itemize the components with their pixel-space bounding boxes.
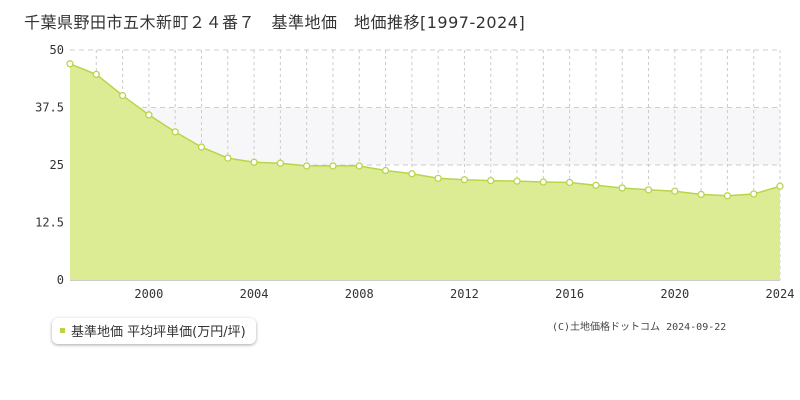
x-tick-label: 2016 <box>555 287 584 301</box>
x-axis-ticks: 2000 2004 2008 2012 2016 2020 2024 <box>134 287 794 301</box>
data-point-2010 <box>408 170 416 178</box>
data-point-1998 <box>92 70 100 79</box>
data-point-1999 <box>118 91 127 100</box>
data-point-2024 <box>776 182 784 190</box>
price-area <box>70 63 780 280</box>
data-point-2021 <box>697 190 705 199</box>
data-point-2014 <box>513 177 521 185</box>
y-tick-label: 25 <box>50 158 64 172</box>
x-tick-label: 2000 <box>134 287 163 301</box>
data-point-2006 <box>303 162 311 170</box>
legend: 基準地価 平均坪単価(万円/坪) <box>52 318 256 344</box>
x-tick-label: 2020 <box>660 287 689 301</box>
x-tick-label: 2024 <box>766 287 795 301</box>
data-point-2001 <box>171 128 179 136</box>
data-point-2016 <box>565 178 574 187</box>
y-tick-label: 50 <box>50 43 64 57</box>
data-point-2023 <box>750 190 758 198</box>
data-point-2011 <box>434 174 442 182</box>
legend-label: 基準地価 平均坪単価(万円/坪) <box>71 325 246 340</box>
data-points <box>66 60 784 200</box>
y-tick-label: 0 <box>57 273 64 287</box>
data-point-1997 <box>66 60 74 68</box>
data-point-2003 <box>224 154 232 162</box>
y-tick-label: 37.5 <box>35 101 64 115</box>
data-point-2009 <box>381 166 390 175</box>
data-point-2005 <box>276 159 285 167</box>
x-tick-label: 2004 <box>240 287 269 301</box>
data-point-2017 <box>592 181 600 189</box>
data-point-2022 <box>723 192 732 200</box>
data-point-2000 <box>145 111 153 119</box>
data-point-2012 <box>460 176 469 184</box>
chart-title: 千葉県野田市五木新町２４番７ 基準地価 地価推移[1997-2024] <box>24 13 526 32</box>
data-point-2002 <box>197 143 206 151</box>
data-point-2013 <box>487 176 495 185</box>
y-axis-ticks: 0 12.5 25 37.5 50 <box>35 43 64 287</box>
x-tick-label: 2012 <box>450 287 479 301</box>
data-point-2020 <box>671 187 679 195</box>
data-point-2019 <box>644 186 653 194</box>
copyright-text: (C)土地価格ドットコム 2024-09-22 <box>552 322 727 333</box>
data-point-2007 <box>329 162 337 170</box>
legend-swatch <box>60 328 65 333</box>
y-tick-label: 12.5 <box>35 216 64 230</box>
data-point-2015 <box>539 178 547 186</box>
price-line <box>69 63 781 197</box>
x-tick-label: 2008 <box>345 287 374 301</box>
data-point-2018 <box>618 184 626 192</box>
data-point-2004 <box>250 158 258 166</box>
data-point-2008 <box>355 162 363 170</box>
